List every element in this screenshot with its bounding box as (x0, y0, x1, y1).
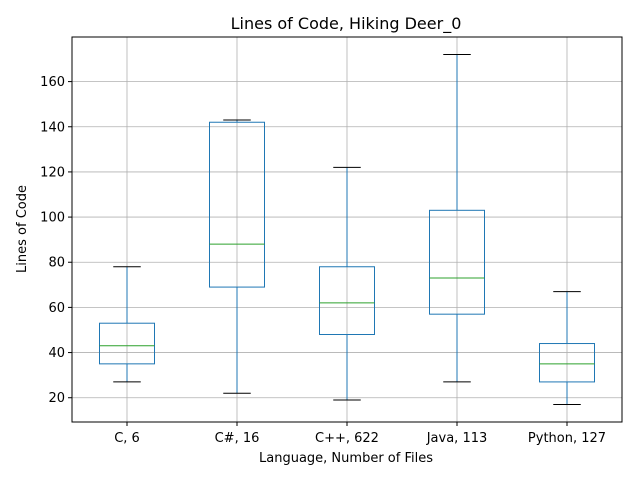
y-tick-label: 20 (48, 391, 65, 406)
y-tick-label: 140 (40, 120, 65, 135)
x-tick-label: C++, 622 (315, 431, 379, 446)
y-tick-label: 160 (40, 75, 65, 90)
box-group (429, 54, 485, 383)
y-tick-label: 80 (48, 256, 65, 271)
y-tick-label: 120 (40, 165, 65, 180)
iqr-box (429, 209, 485, 315)
x-tick-label: Python, 127 (528, 431, 606, 446)
x-axis-label: Language, Number of Files (259, 451, 433, 466)
y-tick-label: 40 (48, 346, 65, 361)
iqr-box (539, 343, 595, 383)
box-layer (99, 54, 595, 405)
y-tick-label: 60 (48, 301, 65, 316)
box-group (539, 291, 595, 405)
x-tick-label: Java, 113 (426, 431, 488, 446)
y-axis-label: Lines of Code (15, 185, 30, 273)
box-group (99, 266, 155, 383)
box-group (319, 166, 375, 401)
x-tick-label: C, 6 (114, 431, 140, 446)
box-group (209, 119, 265, 394)
x-tick-label: C#, 16 (215, 431, 260, 446)
y-tick-label: 100 (40, 211, 65, 226)
chart-title: Lines of Code, Hiking Deer_0 (231, 14, 462, 34)
iqr-box (99, 322, 155, 365)
iqr-box (319, 266, 375, 335)
axis-layer: 20 40 60 80 100 120 140 160 C, 6 C#, 16 C++, 622 Ja… (40, 75, 606, 446)
iqr-box (209, 121, 265, 288)
